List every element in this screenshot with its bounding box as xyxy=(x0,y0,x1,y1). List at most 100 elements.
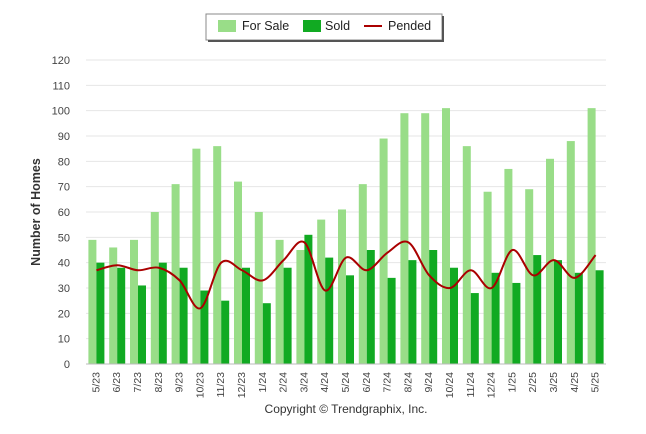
bar-sold[interactable] xyxy=(491,272,500,364)
bar-for-sale[interactable] xyxy=(566,141,575,364)
x-tick-label: 9/24 xyxy=(423,372,435,393)
legend-swatch-sold xyxy=(303,20,321,32)
legend-label-pended[interactable]: Pended xyxy=(388,19,431,33)
bar-for-sale[interactable] xyxy=(525,189,534,364)
x-tick-label: 2/24 xyxy=(278,372,290,393)
x-tick-label: 10/23 xyxy=(194,372,206,398)
legend-label-for-sale[interactable]: For Sale xyxy=(242,19,289,33)
y-tick-label: 60 xyxy=(58,207,70,219)
legend[interactable]: For Sale Sold Pended xyxy=(205,13,444,42)
bar-sold[interactable] xyxy=(533,255,542,364)
bar-for-sale[interactable] xyxy=(296,250,305,364)
bar-for-sale[interactable] xyxy=(421,113,430,364)
x-tick-label: 7/24 xyxy=(382,372,394,393)
x-tick-label: 6/24 xyxy=(361,372,373,393)
bar-sold[interactable] xyxy=(242,267,250,364)
y-tick-label: 80 xyxy=(58,156,70,168)
y-tick-label: 10 xyxy=(58,334,70,346)
bar-sold[interactable] xyxy=(138,285,146,364)
bar-sold[interactable] xyxy=(304,234,313,364)
y-tick-label: 100 xyxy=(52,106,70,118)
bar-sold[interactable] xyxy=(554,260,562,364)
bar-for-sale[interactable] xyxy=(317,219,326,364)
y-axis: 0 10 20 30 40 50 60 70 80 90 100 110 120 xyxy=(52,55,70,371)
y-tick-label: 110 xyxy=(52,80,70,92)
bar-for-sale[interactable] xyxy=(483,191,492,364)
x-tick-label: 1/24 xyxy=(257,372,269,393)
bar-sold[interactable] xyxy=(117,267,126,364)
y-tick-label: 70 xyxy=(58,182,70,194)
y-tick-label: 40 xyxy=(58,258,70,270)
bar-for-sale[interactable] xyxy=(130,239,138,364)
bar-sold[interactable] xyxy=(283,267,292,364)
series-line-pended[interactable] xyxy=(96,240,597,310)
bar-for-sale[interactable] xyxy=(587,108,596,364)
bar-sold[interactable] xyxy=(429,250,438,364)
bar-for-sale[interactable] xyxy=(379,138,388,364)
bar-for-sale[interactable] xyxy=(442,108,450,364)
x-tick-label: 9/23 xyxy=(174,372,186,393)
bar-sold[interactable] xyxy=(96,262,105,364)
x-tick-label: 4/25 xyxy=(569,372,581,393)
bar-for-sale[interactable] xyxy=(462,146,471,364)
x-tick-label: 8/23 xyxy=(153,372,165,393)
bar-sold[interactable] xyxy=(346,275,354,364)
x-tick-label: 3/25 xyxy=(548,372,560,393)
y-tick-label: 0 xyxy=(64,359,70,371)
bar-sold[interactable] xyxy=(512,282,521,364)
y-tick-label: 120 xyxy=(52,55,70,67)
x-tick-label: 7/23 xyxy=(132,372,144,393)
bar-for-sale[interactable] xyxy=(171,184,180,364)
pended-line xyxy=(96,240,597,310)
bar-sold[interactable] xyxy=(325,257,334,364)
bar-sold[interactable] xyxy=(158,262,167,364)
bar-for-sale[interactable] xyxy=(88,239,97,364)
x-tick-label: 10/24 xyxy=(444,372,456,398)
bar-sold[interactable] xyxy=(179,267,188,364)
legend-box-shadow xyxy=(442,16,444,42)
bar-for-sale[interactable] xyxy=(400,113,409,364)
x-tick-label: 6/23 xyxy=(111,372,123,393)
x-tick-label: 2/25 xyxy=(527,372,539,393)
x-tick-label: 12/24 xyxy=(486,372,498,398)
bar-for-sale[interactable] xyxy=(504,168,513,364)
legend-swatch-for-sale xyxy=(218,20,236,32)
legend-label-sold[interactable]: Sold xyxy=(325,19,350,33)
x-tick-label: 8/24 xyxy=(402,372,414,393)
bar-for-sale[interactable] xyxy=(254,212,263,364)
x-axis: 5/23 6/23 7/23 8/23 9/23 10/23 11/23 12/23 1/24 2… xyxy=(90,372,601,398)
x-tick-label: 11/23 xyxy=(215,372,227,398)
bar-for-sale[interactable] xyxy=(358,184,367,364)
legend-box-shadow-bottom xyxy=(208,40,444,42)
bar-sold[interactable] xyxy=(366,250,375,364)
bar-sold[interactable] xyxy=(387,277,396,364)
x-tick-label: 11/24 xyxy=(465,372,477,398)
bar-for-sale[interactable] xyxy=(109,247,118,364)
bar-sold[interactable] xyxy=(450,267,458,364)
x-tick-label: 5/25 xyxy=(590,372,602,393)
x-tick-label: 4/24 xyxy=(319,372,331,393)
bar-for-sale[interactable] xyxy=(234,181,242,364)
bar-sold[interactable] xyxy=(470,293,479,364)
bar-for-sale[interactable] xyxy=(192,148,201,364)
y-tick-label: 30 xyxy=(58,283,70,295)
bar-for-sale[interactable] xyxy=(213,146,222,364)
bar-sold[interactable] xyxy=(262,303,271,364)
y-axis-label: Number of Homes xyxy=(29,158,43,266)
bar-sold[interactable] xyxy=(200,290,209,364)
y-tick-label: 50 xyxy=(58,232,70,244)
bar-sold[interactable] xyxy=(574,272,583,364)
x-tick-label: 1/25 xyxy=(506,372,518,393)
bar-sold[interactable] xyxy=(221,300,230,364)
y-tick-label: 20 xyxy=(58,308,70,320)
x-tick-label: 3/24 xyxy=(298,372,310,393)
bar-for-sale[interactable] xyxy=(150,212,159,364)
bar-for-sale[interactable] xyxy=(338,209,346,364)
y-tick-label: 90 xyxy=(58,131,70,143)
bar-sold[interactable] xyxy=(408,260,417,364)
x-tick-label: 12/23 xyxy=(236,372,248,398)
bar-sold[interactable] xyxy=(595,270,604,364)
bar-for-sale[interactable] xyxy=(275,239,284,364)
x-tick-label: 5/24 xyxy=(340,372,352,393)
